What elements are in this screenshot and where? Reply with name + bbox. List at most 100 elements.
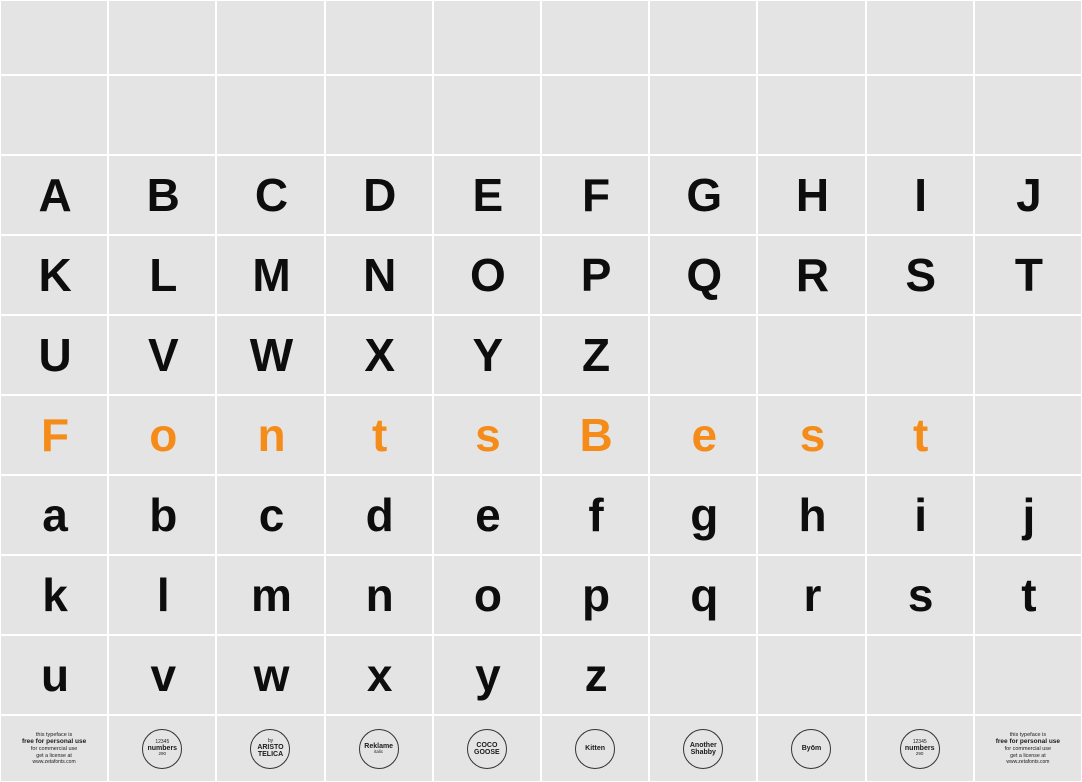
glyph-char: d: [366, 488, 392, 542]
glyph-char: w: [254, 648, 288, 702]
grid-cell: i: [866, 475, 974, 555]
character-grid: ABCDEFGHIJKLMNOPQRSTUVWXYZFontsBestabcde…: [0, 0, 1082, 782]
font-stamp: Reklameitalic: [359, 729, 399, 769]
glyph-char: b: [149, 488, 175, 542]
glyph-char: x: [367, 648, 391, 702]
glyph-char: H: [796, 168, 827, 222]
stamp-bot: 290: [159, 752, 167, 757]
grid-cell: C: [216, 155, 324, 235]
glyph-char: s: [908, 568, 932, 622]
grid-cell: [974, 315, 1082, 395]
grid-cell: [866, 75, 974, 155]
font-stamp: Byōm: [791, 729, 831, 769]
grid-cell: I: [866, 155, 974, 235]
footer-cell: Byōm: [757, 715, 865, 782]
grid-cell: D: [325, 155, 433, 235]
grid-cell: K: [0, 235, 108, 315]
grid-cell: t: [866, 395, 974, 475]
grid-cell: v: [108, 635, 216, 715]
grid-cell: h: [757, 475, 865, 555]
glyph-char: J: [1016, 168, 1040, 222]
font-stamp: byARISTO TELICA: [250, 729, 290, 769]
glyph-char: a: [42, 488, 66, 542]
glyph-char: V: [148, 328, 177, 382]
grid-cell: [974, 0, 1082, 75]
glyph-char: f: [588, 488, 601, 542]
glyph-char: m: [251, 568, 290, 622]
font-stamp: COCO GOOSE: [467, 729, 507, 769]
grid-cell: e: [433, 475, 541, 555]
grid-cell: o: [433, 555, 541, 635]
glyph-char: c: [259, 488, 283, 542]
grid-cell: Y: [433, 315, 541, 395]
glyph-char: P: [581, 248, 610, 302]
footer-cell: 12345numbers290: [108, 715, 216, 782]
grid-cell: V: [108, 315, 216, 395]
grid-cell: [649, 0, 757, 75]
glyph-char: s: [475, 408, 499, 462]
grid-cell: [757, 0, 865, 75]
grid-cell: [757, 315, 865, 395]
glyph-char: z: [585, 648, 606, 702]
glyph-char: L: [149, 248, 175, 302]
glyph-char: y: [475, 648, 499, 702]
badge-line: free for personal use: [996, 738, 1060, 746]
glyph-char: q: [690, 568, 716, 622]
grid-cell: [649, 75, 757, 155]
glyph-char: o: [474, 568, 500, 622]
grid-cell: y: [433, 635, 541, 715]
grid-cell: Z: [541, 315, 649, 395]
footer-cell: byARISTO TELICA: [216, 715, 324, 782]
grid-cell: m: [216, 555, 324, 635]
footer-cell: Another Shabby: [649, 715, 757, 782]
grid-cell: [866, 635, 974, 715]
glyph-char: e: [475, 488, 499, 542]
grid-cell: e: [649, 395, 757, 475]
stamp-mid: ARISTO TELICA: [251, 744, 289, 758]
grid-cell: F: [541, 155, 649, 235]
badge-line: www.zetafonts.com: [33, 759, 76, 765]
grid-cell: B: [108, 155, 216, 235]
grid-cell: E: [433, 155, 541, 235]
grid-cell: U: [0, 315, 108, 395]
grid-cell: X: [325, 315, 433, 395]
footer-cell: Kitten: [541, 715, 649, 782]
grid-cell: f: [541, 475, 649, 555]
grid-cell: [433, 0, 541, 75]
grid-cell: [757, 635, 865, 715]
grid-cell: F: [0, 395, 108, 475]
grid-cell: P: [541, 235, 649, 315]
grid-cell: [325, 0, 433, 75]
license-badge: this typeface isfree for personal usefor…: [994, 730, 1062, 767]
grid-cell: [974, 635, 1082, 715]
glyph-char: u: [41, 648, 67, 702]
grid-cell: O: [433, 235, 541, 315]
grid-cell: [974, 395, 1082, 475]
grid-cell: c: [216, 475, 324, 555]
grid-cell: B: [541, 395, 649, 475]
glyph-char: k: [42, 568, 66, 622]
glyph-char: T: [1015, 248, 1041, 302]
grid-cell: t: [325, 395, 433, 475]
grid-cell: o: [108, 395, 216, 475]
glyph-char: n: [257, 408, 283, 462]
glyph-char: e: [691, 408, 715, 462]
grid-cell: W: [216, 315, 324, 395]
glyph-char: n: [366, 568, 392, 622]
glyph-char: O: [470, 248, 504, 302]
glyph-char: t: [913, 408, 926, 462]
footer-cell: 12345numbers290: [866, 715, 974, 782]
grid-cell: d: [325, 475, 433, 555]
glyph-char: R: [796, 248, 827, 302]
badge-line: for commercial use: [1005, 746, 1051, 753]
badge-line: for commercial use: [31, 746, 77, 753]
grid-cell: H: [757, 155, 865, 235]
grid-cell: M: [216, 235, 324, 315]
grid-cell: [866, 315, 974, 395]
stamp-mid: Byōm: [802, 745, 821, 752]
grid-cell: [541, 75, 649, 155]
grid-cell: [216, 0, 324, 75]
glyph-char: B: [147, 168, 178, 222]
glyph-char: p: [582, 568, 608, 622]
grid-cell: [0, 0, 108, 75]
